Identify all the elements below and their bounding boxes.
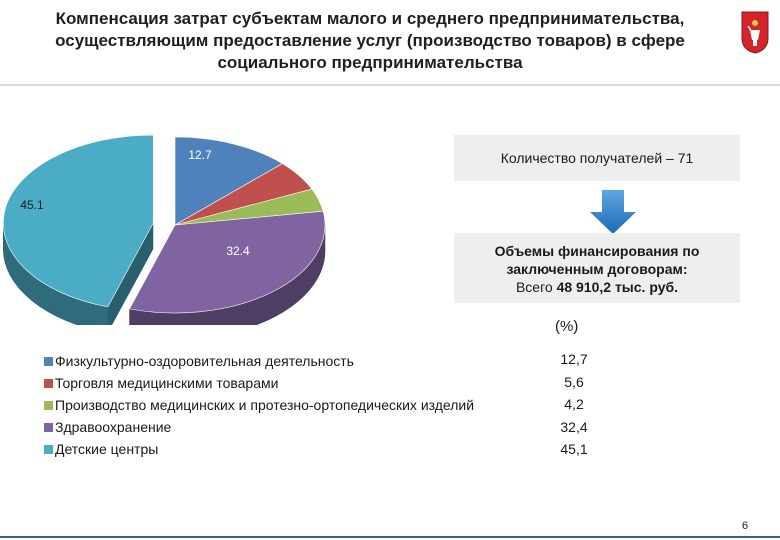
down-arrow-icon: [590, 190, 636, 234]
recipients-count-box: Количество получателей – 71: [454, 135, 740, 181]
pie-data-label: 12.7: [188, 148, 212, 162]
legend-label: Здравоохранение: [55, 419, 171, 435]
financing-line-1: Объемы финансирования по: [454, 242, 740, 260]
financing-total: Всего 48 910,2 тыс. руб.: [454, 278, 740, 296]
percent-value: 45,1: [540, 438, 608, 461]
legend-swatch: [44, 423, 53, 432]
legend-swatch: [44, 357, 53, 366]
percent-list: 12,7 5,6 4,2 32,4 45,1: [540, 348, 608, 461]
financing-line-2: заключенным договорам:: [454, 260, 740, 278]
legend-label: Торговля медицинскими товарами: [55, 375, 278, 391]
page-number: 6: [742, 520, 748, 532]
bottom-divider: [0, 536, 780, 538]
recipients-count-text: Количество получателей – 71: [501, 150, 694, 166]
legend-swatch: [44, 401, 53, 410]
legend-item: Торговля медицинскими товарами: [44, 372, 474, 394]
page-title: Компенсация затрат субъектам малого и ср…: [20, 8, 720, 74]
legend-item: Здравоохранение: [44, 416, 474, 438]
pie-slices: [3, 135, 325, 325]
chart-legend: Физкультурно-оздоровительная деятельност…: [44, 350, 474, 460]
percent-value: 32,4: [540, 416, 608, 439]
legend-item: Производство медицинских и протезно-орто…: [44, 394, 474, 416]
legend-item: Физкультурно-оздоровительная деятельност…: [44, 350, 474, 372]
percent-value: 12,7: [540, 348, 608, 371]
moscow-region-emblem-icon: [740, 10, 770, 54]
percent-value: 5,6: [540, 371, 608, 394]
legend-label: Детские центры: [55, 441, 158, 457]
title-divider: [0, 84, 780, 86]
legend-swatch: [44, 445, 53, 454]
financing-total-prefix: Всего: [516, 279, 553, 295]
percent-value: 4,2: [540, 393, 608, 416]
legend-label: Физкультурно-оздоровительная деятельност…: [55, 353, 354, 369]
legend-swatch: [44, 379, 53, 388]
legend-label: Производство медицинских и протезно-орто…: [55, 397, 474, 413]
percent-header: (%): [555, 318, 578, 335]
pie-data-label: 32.4: [226, 244, 250, 258]
pie-chart: 12.7 32.4 45.1: [0, 125, 450, 325]
financing-box: Объемы финансирования по заключенным дог…: [454, 233, 740, 303]
legend-item: Детские центры: [44, 438, 474, 460]
pie-data-label: 45.1: [20, 198, 44, 212]
financing-total-amount: 48 910,2 тыс. руб.: [557, 279, 678, 295]
